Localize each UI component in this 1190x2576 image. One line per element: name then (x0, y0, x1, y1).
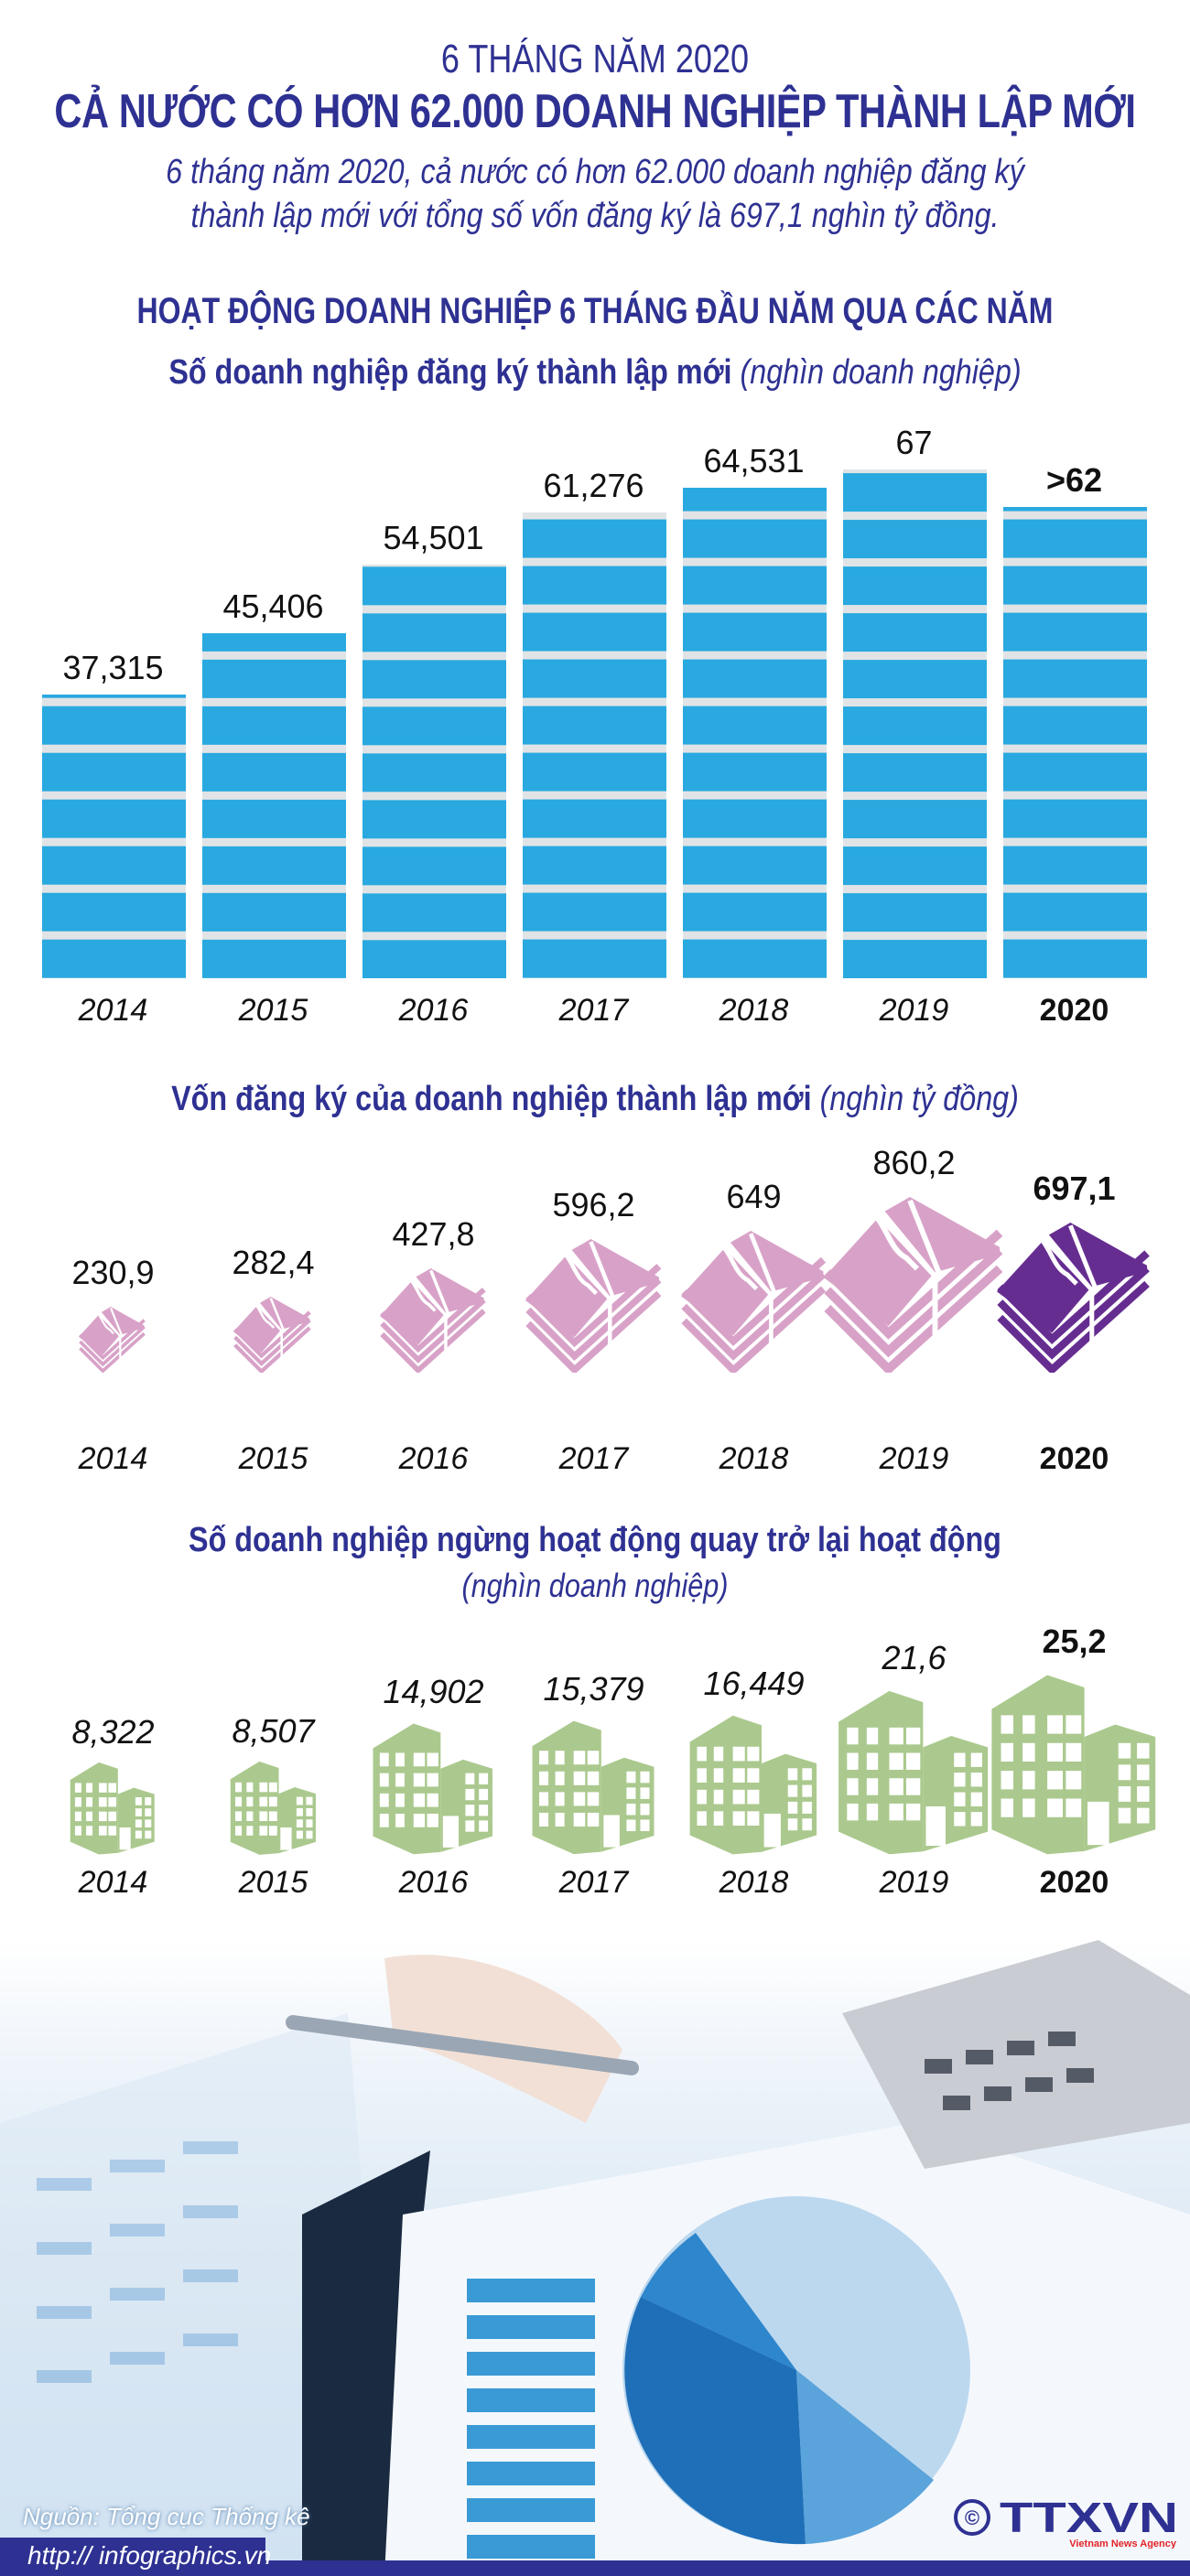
copyright-mark: © (965, 2506, 979, 2529)
summary-line-2: thành lập mới với tổng số vốn đăng ký là… (190, 197, 1000, 235)
money-stack-icon (379, 1268, 486, 1373)
bar-value-label: 54,501 (383, 518, 484, 556)
footer-band (0, 2560, 1190, 2576)
summary-line-1: 6 tháng năm 2020, cả nước có hơn 62.000 … (166, 153, 1024, 191)
year-label: 2017 (558, 993, 629, 1028)
bar-2018 (683, 488, 827, 978)
year-label: 2015 (238, 993, 308, 1028)
bar-2016 (362, 564, 506, 978)
building-icon (991, 1675, 1156, 1855)
year-label: 2019 (879, 993, 949, 1028)
year-label: 2018 (719, 993, 789, 1028)
title-line-2: CẢ NƯỚC CÓ HƠN 62.000 DOANH NGHIỆP THÀNH… (54, 85, 1136, 138)
bar-value-label: 61,276 (543, 467, 644, 505)
bar-2015 (202, 633, 346, 978)
bar-2014 (42, 695, 186, 978)
bar-value-label: >62 (1045, 461, 1103, 500)
chart1-title-text: Số doanh nghiệp đăng ký thành lập mới (168, 353, 732, 392)
money-value-label: 230,9 (71, 1254, 155, 1292)
building-value-label: 25,2 (1042, 1622, 1107, 1660)
building-value-label: 8,507 (232, 1711, 315, 1750)
chart1-unit: (nghìn doanh nghiệp) (740, 353, 1022, 392)
bar-2017 (523, 512, 666, 978)
year-label: 2016 (398, 1865, 469, 1900)
logo-subtext: Vietnam News Agency (1069, 2538, 1177, 2549)
money-stack-icon (997, 1222, 1151, 1373)
finance-photo-illustration (0, 1940, 1190, 2576)
building-icon (230, 1761, 316, 1855)
year-label: 2014 (78, 993, 148, 1028)
chart1-title: Số doanh nghiệp đăng ký thành lập mới (n… (0, 353, 1190, 393)
money-stack-icon (525, 1239, 661, 1373)
year-label: 2017 (558, 1865, 629, 1900)
year-label: 2020 (1039, 1441, 1109, 1476)
year-label: 2019 (879, 1441, 949, 1476)
background-photo (0, 1940, 1190, 2576)
building-icon (532, 1720, 654, 1855)
building-icon (689, 1715, 817, 1855)
year-label: 2016 (398, 1441, 469, 1476)
bar-2019 (843, 469, 987, 978)
money-stack-icon (233, 1296, 312, 1373)
money-value-label: 697,1 (1033, 1169, 1116, 1207)
ttxvn-logo-icon: © TTXVN Vietnam News Agency (954, 2494, 1178, 2549)
website-link[interactable]: http:// infographics.vn (0, 2538, 271, 2576)
ttxvn-logo: © TTXVN Vietnam News Agency (952, 2494, 1185, 2549)
chart2-unit: (nghìn tỷ đồng) (819, 1080, 1019, 1118)
year-label: 2016 (398, 993, 469, 1028)
building-value-label: 14,902 (383, 1673, 484, 1711)
logo-text: TTXVN (1000, 2494, 1178, 2541)
chart3-title: Số doanh nghiệp ngừng hoạt động quay trở… (189, 1521, 1001, 1559)
year-label: 2014 (78, 1865, 148, 1900)
building-value-label: 21,6 (882, 1639, 947, 1677)
money-stack-icon (824, 1196, 1003, 1373)
money-stack-icon (79, 1307, 146, 1373)
bar-value-label: 37,315 (62, 649, 164, 687)
bar-value-label: 45,406 (222, 587, 324, 626)
year-label: 2020 (1039, 1865, 1109, 1900)
money-value-label: 427,8 (392, 1215, 475, 1254)
bar-2020 (1003, 507, 1147, 978)
building-value-label: 15,379 (543, 1670, 644, 1708)
chart2-title: Vốn đăng ký của doanh nghiệp thành lập m… (0, 1080, 1190, 1119)
year-label: 2018 (719, 1865, 789, 1900)
chart3-unit: (nghìn doanh nghiệp) (461, 1567, 729, 1604)
year-label: 2017 (558, 1441, 629, 1476)
building-icon (373, 1723, 493, 1855)
year-label: 2020 (1039, 993, 1109, 1028)
year-label: 2014 (78, 1441, 148, 1476)
money-value-label: 649 (726, 1177, 782, 1215)
money-value-label: 596,2 (552, 1186, 635, 1224)
section-title: HOẠT ĐỘNG DOANH NGHIỆP 6 THÁNG ĐẦU NĂM Q… (136, 291, 1054, 331)
money-value-label: 860,2 (872, 1143, 956, 1181)
building-icon (70, 1762, 155, 1855)
money-stack-icon (680, 1230, 826, 1373)
money-value-label: 282,4 (232, 1243, 315, 1281)
year-label: 2015 (238, 1441, 308, 1476)
year-label: 2018 (719, 1441, 789, 1476)
year-label: 2015 (238, 1865, 308, 1900)
year-label: 2019 (879, 1865, 949, 1900)
source-note: Nguồn: Tổng cục Thống kê (23, 2503, 310, 2530)
building-icon (838, 1690, 989, 1855)
chart2-title-text: Vốn đăng ký của doanh nghiệp thành lập m… (171, 1080, 812, 1118)
bar-value-label: 64,531 (703, 442, 805, 480)
building-value-label: 8,322 (71, 1713, 155, 1751)
building-value-label: 16,449 (703, 1665, 805, 1703)
bar-value-label: 67 (895, 423, 933, 461)
title-line-1: 6 THÁNG NĂM 2020 (440, 37, 750, 81)
